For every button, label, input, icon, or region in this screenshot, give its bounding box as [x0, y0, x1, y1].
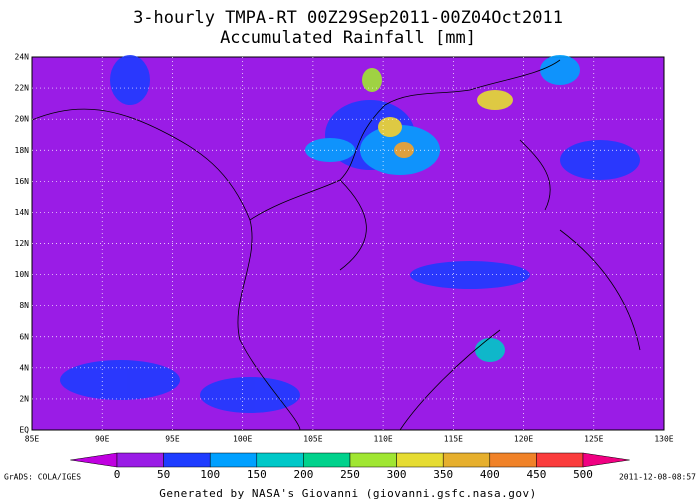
lon-label: 90E	[95, 435, 110, 444]
lon-label: 130E	[654, 435, 673, 444]
colorbar-segment	[349, 452, 397, 468]
colorbar-segment	[256, 452, 304, 468]
colorbar-label: 350	[433, 468, 453, 481]
colorbar-segment	[582, 452, 630, 468]
lon-label: 120E	[514, 435, 533, 444]
colorbar-label: 400	[480, 468, 500, 481]
lat-label: 2N	[19, 394, 29, 403]
colorbar-segment	[70, 452, 118, 468]
lat-label: 6N	[19, 332, 29, 341]
lat-label: 16N	[15, 177, 30, 186]
colorbar-segment	[116, 452, 164, 468]
lat-label: 10N	[15, 270, 30, 279]
credit: GrADS: COLA/IGES	[4, 473, 81, 482]
colorbar-segment	[442, 452, 491, 468]
colorbar-segment	[303, 452, 351, 468]
lat-label: EQ	[19, 426, 29, 435]
colorbar-label: 200	[293, 468, 313, 481]
colorbar: 0 50 100 150 200 250 300 350 400 450 500	[70, 452, 630, 481]
timestamp: 2011-12-08-08:57	[619, 473, 696, 482]
lat-label: 24N	[15, 53, 30, 62]
colorbar-segment	[536, 452, 584, 468]
lon-label: 125E	[584, 435, 603, 444]
footer: Generated by NASA's Giovanni (giovanni.g…	[159, 487, 537, 500]
lat-label: 18N	[15, 146, 30, 155]
colorbar-label: 150	[247, 468, 267, 481]
lat-label: 8N	[19, 301, 29, 310]
colorbar-label: 300	[387, 468, 407, 481]
colorbar-segment	[396, 452, 444, 468]
lat-label: 20N	[15, 115, 30, 124]
subtitle: Accumulated Rainfall [mm]	[220, 28, 476, 48]
lon-label: 100E	[233, 435, 252, 444]
colorbar-label: 0	[114, 468, 121, 481]
colorbar-segment	[209, 452, 258, 468]
lat-label: 4N	[19, 363, 29, 372]
colorbar-label: 450	[526, 468, 546, 481]
colorbar-segment	[489, 452, 537, 468]
lon-label: 105E	[303, 435, 322, 444]
rainfall-map	[31, 55, 665, 431]
lon-label: 115E	[444, 435, 463, 444]
colorbar-label: 50	[157, 468, 170, 481]
title: 3-hourly TMPA-RT 00Z29Sep2011-00Z04Oct20…	[133, 8, 563, 28]
lat-label: 12N	[15, 239, 30, 248]
colorbar-segment	[163, 452, 211, 468]
lon-label: 85E	[25, 435, 40, 444]
colorbar-label: 100	[200, 468, 220, 481]
grid: EQ 2N 4N 6N 8N 10N 12N 14N 16N 18N 20N 22N 24N 85E 90E…	[15, 53, 674, 444]
lon-label: 95E	[165, 435, 180, 444]
lat-label: 22N	[15, 84, 30, 93]
colorbar-label: 250	[340, 468, 360, 481]
lon-label: 110E	[373, 435, 392, 444]
lat-label: 14N	[15, 208, 30, 217]
colorbar-label: 500	[573, 468, 593, 481]
